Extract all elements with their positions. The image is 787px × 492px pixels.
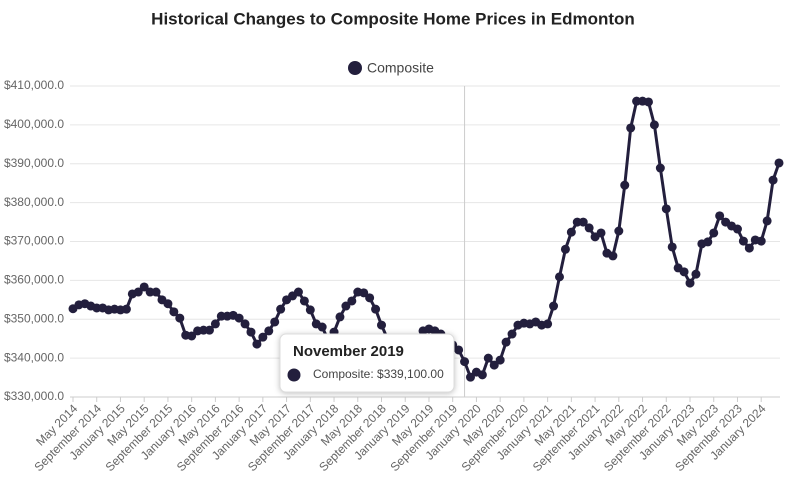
y-tick-label: $400,000.0 (4, 117, 64, 131)
point (293, 287, 303, 297)
point (643, 97, 653, 107)
point (578, 217, 588, 227)
point (762, 216, 772, 226)
tooltip-box (279, 333, 455, 393)
tooltip-marker (287, 368, 301, 382)
point (246, 327, 256, 337)
point (507, 329, 517, 339)
point (774, 158, 784, 168)
point (175, 313, 185, 323)
point (489, 360, 499, 370)
chart-title: Historical Changes to Composite Home Pri… (151, 9, 635, 28)
point (768, 175, 778, 185)
point (543, 319, 553, 329)
point (341, 301, 351, 311)
point (626, 123, 636, 133)
point (270, 317, 280, 327)
point (204, 325, 214, 335)
point (738, 236, 748, 246)
point (560, 244, 570, 254)
y-tick-label: $370,000.0 (4, 234, 64, 248)
point (121, 304, 131, 314)
point (276, 304, 286, 314)
point (258, 332, 268, 342)
point (151, 287, 161, 297)
point (465, 372, 475, 382)
point (335, 312, 345, 322)
point (549, 301, 559, 311)
point (661, 204, 671, 214)
point (317, 322, 327, 332)
point (252, 339, 262, 349)
point (584, 223, 594, 233)
tooltip: November 2019 Composite: $339,100.00 (279, 333, 455, 393)
point (365, 293, 375, 303)
point (187, 331, 197, 341)
y-tick-label: $360,000.0 (4, 273, 64, 287)
point (679, 267, 689, 277)
y-tick-label: $380,000.0 (4, 195, 64, 209)
point (299, 296, 309, 306)
y-tick-label: $340,000.0 (4, 350, 64, 364)
point (495, 355, 505, 365)
y-tick-label: $410,000.0 (4, 78, 64, 92)
point (614, 226, 624, 236)
y-tick-label: $330,000.0 (4, 389, 64, 403)
point (371, 304, 381, 314)
point (477, 370, 487, 380)
point (608, 251, 618, 261)
point (460, 357, 470, 367)
point (566, 227, 576, 237)
point (691, 269, 701, 279)
point (732, 224, 742, 234)
point (377, 320, 387, 330)
point (264, 326, 274, 336)
y-tick-label: $390,000.0 (4, 156, 64, 170)
point (169, 307, 179, 317)
point (240, 319, 250, 329)
point (359, 288, 369, 298)
y-tick-label: $350,000.0 (4, 311, 64, 325)
point (756, 236, 766, 246)
point (133, 287, 143, 297)
point (649, 120, 659, 130)
point (234, 313, 244, 323)
point (139, 282, 149, 292)
point (483, 353, 493, 363)
tooltip-label: Composite: $339,100.00 (313, 367, 444, 381)
point (501, 337, 511, 347)
legend-label: Composite (367, 60, 434, 76)
legend-marker (348, 61, 362, 75)
point (655, 163, 665, 173)
point (620, 180, 630, 190)
point (709, 228, 719, 238)
point (347, 296, 357, 306)
point (715, 211, 725, 221)
point (554, 272, 564, 282)
point (163, 299, 173, 309)
point (454, 345, 464, 355)
point (744, 243, 754, 253)
point (596, 228, 606, 238)
point (685, 278, 695, 288)
point (667, 242, 677, 252)
point (210, 319, 220, 329)
tooltip-title: November 2019 (293, 343, 404, 360)
point (305, 305, 315, 315)
point (703, 237, 713, 247)
